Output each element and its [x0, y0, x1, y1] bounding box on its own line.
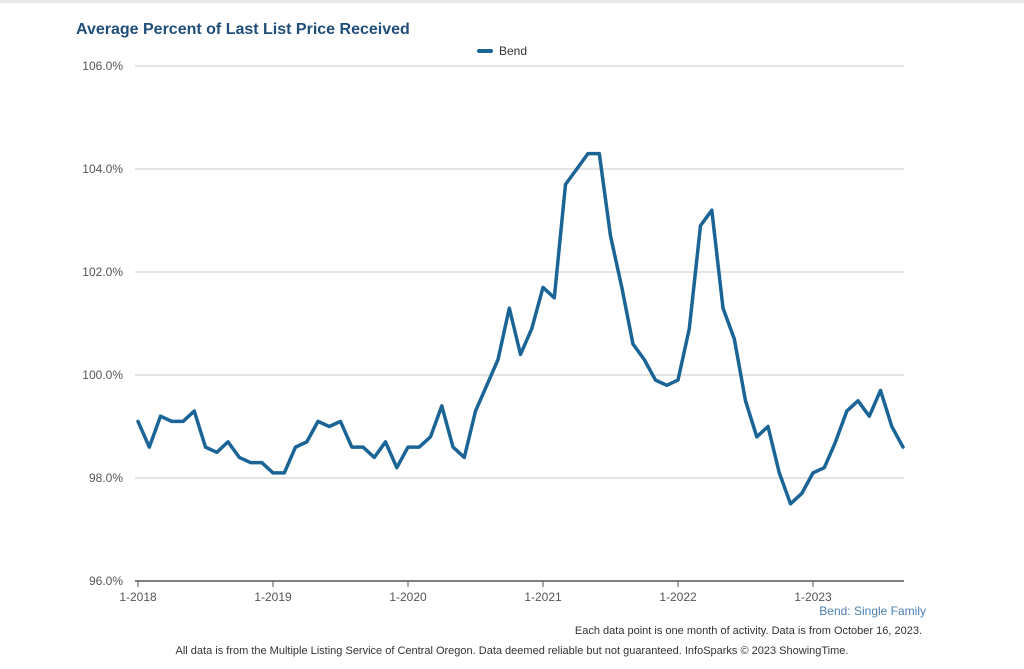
x-tick-label: 1-2021 — [524, 590, 562, 604]
data-point[interactable] — [697, 222, 705, 230]
data-point[interactable] — [562, 180, 570, 188]
data-point[interactable] — [235, 453, 243, 461]
data-point[interactable] — [359, 443, 367, 451]
x-tick-label: 1-2019 — [254, 590, 292, 604]
data-point[interactable] — [674, 376, 682, 384]
data-point[interactable] — [280, 469, 288, 477]
top-divider — [0, 0, 1024, 3]
data-point[interactable] — [348, 443, 356, 451]
data-point[interactable] — [213, 448, 221, 456]
y-tick-label: 102.0% — [82, 265, 123, 279]
data-point[interactable] — [460, 453, 468, 461]
y-axis: 96.0% 98.0% 100.0% 102.0% 104.0% 106.0% — [82, 59, 123, 588]
gridlines — [135, 65, 904, 582]
data-point[interactable] — [685, 325, 693, 333]
data-point[interactable] — [539, 283, 547, 291]
legend-label: Bend — [499, 44, 528, 58]
data-point[interactable] — [494, 356, 502, 364]
data-point[interactable] — [337, 417, 345, 425]
data-point[interactable] — [865, 412, 873, 420]
data-point[interactable] — [832, 438, 840, 446]
data-point[interactable] — [820, 464, 828, 472]
data-point[interactable] — [764, 423, 772, 431]
data-point[interactable] — [427, 433, 435, 441]
data-point[interactable] — [708, 206, 716, 214]
data-point[interactable] — [753, 433, 761, 441]
data-point[interactable] — [134, 417, 142, 425]
data-point[interactable] — [269, 469, 277, 477]
data-point[interactable] — [157, 412, 165, 420]
data-point[interactable] — [528, 325, 536, 333]
series-layer — [134, 150, 907, 508]
data-point[interactable] — [224, 438, 232, 446]
data-point[interactable] — [584, 150, 592, 158]
data-point[interactable] — [393, 464, 401, 472]
data-point[interactable] — [247, 459, 255, 467]
x-tick-label: 1-2018 — [119, 590, 157, 604]
data-point[interactable] — [382, 438, 390, 446]
data-point[interactable] — [742, 397, 750, 405]
series-line-bend[interactable] — [136, 151, 905, 506]
data-point[interactable] — [202, 443, 210, 451]
data-point[interactable] — [607, 232, 615, 240]
y-tick-label: 96.0% — [89, 574, 123, 588]
data-point[interactable] — [809, 469, 817, 477]
data-point[interactable] — [415, 443, 423, 451]
data-point[interactable] — [314, 417, 322, 425]
data-point[interactable] — [888, 423, 896, 431]
data-note: Each data point is one month of activity… — [574, 625, 922, 637]
data-point[interactable] — [179, 417, 187, 425]
data-point[interactable] — [775, 469, 783, 477]
x-tick-label: 1-2023 — [794, 590, 832, 604]
data-point[interactable] — [190, 407, 198, 415]
data-point[interactable] — [325, 423, 333, 431]
data-point[interactable] — [899, 443, 907, 451]
data-point[interactable] — [483, 381, 491, 389]
data-point[interactable] — [854, 397, 862, 405]
data-point[interactable] — [168, 417, 176, 425]
data-point[interactable] — [438, 402, 446, 410]
data-point[interactable] — [798, 489, 806, 497]
legend-swatch — [477, 49, 493, 53]
data-point[interactable] — [640, 356, 648, 364]
x-axis: 1-2018 1-2019 1-2020 1-2021 1-2022 1-2023 — [119, 581, 832, 604]
data-point[interactable] — [370, 453, 378, 461]
series-description: Bend: Single Family — [819, 604, 926, 618]
data-point[interactable] — [258, 459, 266, 467]
data-point[interactable] — [404, 443, 412, 451]
chart-legend[interactable]: Bend — [477, 44, 527, 58]
data-point[interactable] — [449, 443, 457, 451]
chart-title: Average Percent of Last List Price Recei… — [76, 21, 410, 38]
data-point[interactable] — [550, 294, 558, 302]
data-point[interactable] — [292, 443, 300, 451]
data-point[interactable] — [629, 340, 637, 348]
y-tick-label: 104.0% — [82, 162, 123, 176]
data-point[interactable] — [730, 335, 738, 343]
data-point[interactable] — [595, 150, 603, 158]
data-point[interactable] — [787, 500, 795, 508]
y-tick-label: 98.0% — [89, 471, 123, 485]
data-point[interactable] — [303, 438, 311, 446]
data-point[interactable] — [472, 407, 480, 415]
data-point[interactable] — [505, 304, 513, 312]
data-point[interactable] — [145, 443, 153, 451]
data-point[interactable] — [877, 386, 885, 394]
data-point[interactable] — [652, 376, 660, 384]
data-point[interactable] — [843, 407, 851, 415]
data-point[interactable] — [517, 350, 525, 358]
data-point[interactable] — [663, 381, 671, 389]
x-tick-label: 1-2020 — [389, 590, 427, 604]
footer-disclaimer: All data is from the Multiple Listing Se… — [175, 645, 849, 657]
data-point[interactable] — [618, 283, 626, 291]
y-tick-label: 106.0% — [82, 59, 123, 73]
data-point[interactable] — [719, 304, 727, 312]
x-tick-label: 1-2022 — [659, 590, 697, 604]
y-tick-label: 100.0% — [82, 368, 123, 382]
data-point[interactable] — [573, 165, 581, 173]
